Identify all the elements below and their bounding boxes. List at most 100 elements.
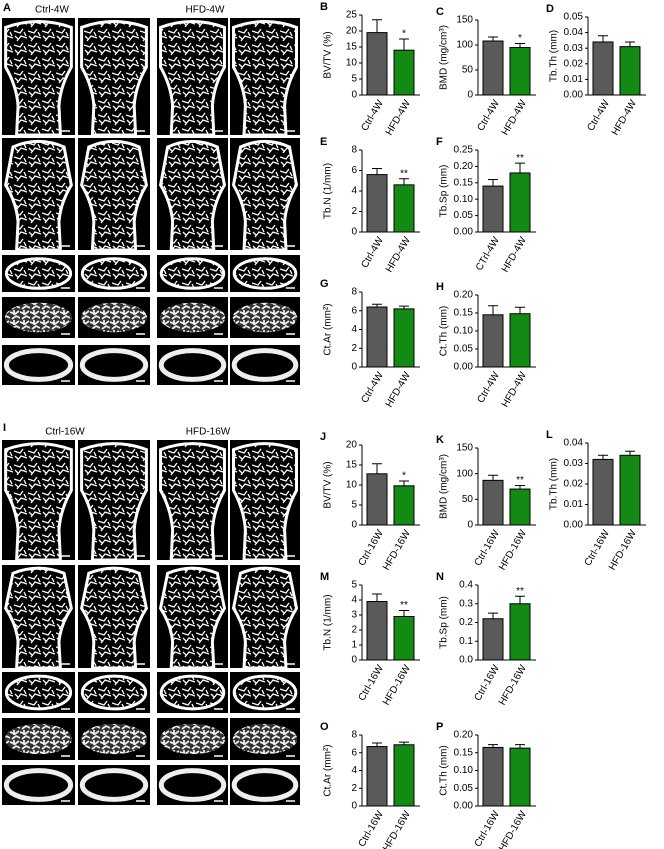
error-bar	[515, 162, 525, 173]
error-bar	[372, 463, 382, 474]
y-tick-label: 50	[462, 65, 474, 76]
y-tick-label: 0.20	[454, 161, 474, 172]
bone-outline	[159, 20, 226, 137]
bone-outline	[80, 139, 148, 252]
bar	[619, 454, 641, 526]
error-bar	[488, 474, 498, 481]
bar	[366, 746, 388, 807]
y-tick-label: 100	[456, 468, 473, 479]
bone-section	[80, 257, 148, 290]
bar	[366, 473, 388, 526]
y-tick-label: 0.2	[459, 617, 473, 628]
bar	[393, 485, 415, 526]
panel-label: D	[546, 3, 554, 15]
y-tick-label: 0.05	[454, 210, 474, 221]
error-bar	[515, 306, 525, 314]
bone-section	[159, 257, 226, 290]
error-bar	[488, 744, 498, 748]
significance: *	[518, 33, 522, 44]
error-bar	[598, 454, 608, 460]
bone-outline	[80, 442, 148, 562]
y-axis-label: BMD (mg/cm³)	[439, 454, 450, 519]
error-bar	[372, 19, 382, 33]
y-tick-label: 150	[456, 15, 473, 26]
y-tick-label: 4	[351, 186, 357, 197]
significance: **	[516, 586, 524, 597]
bar	[366, 174, 388, 233]
y-tick-label: 20	[346, 440, 358, 451]
error-bar	[598, 35, 608, 42]
y-tick-label: 4	[351, 765, 357, 776]
y-tick-label: 0.10	[454, 326, 474, 337]
y-axis-label: Tb.Sp (mm)	[439, 165, 450, 218]
bone-section	[4, 257, 73, 290]
bar	[619, 46, 641, 96]
x-tick-label: HFD-4W	[384, 370, 413, 410]
y-tick-label: 0.15	[454, 747, 474, 758]
y-tick-label: 0.05	[454, 344, 474, 355]
y-tick-label: 8	[351, 287, 357, 298]
y-tick-label: 2	[351, 625, 357, 636]
y-tick-label: 0	[467, 90, 473, 101]
bar	[393, 184, 415, 233]
group-label: HFD-4W	[186, 5, 225, 16]
panel-label: N	[436, 571, 444, 583]
y-tick-label: 50	[462, 494, 474, 505]
y-axis-label: Tb.Th (mm)	[549, 30, 560, 82]
y-axis-label: BV/TV (%)	[323, 461, 334, 508]
y-tick-label: 0.15	[454, 308, 474, 319]
error-bar	[515, 484, 525, 490]
y-tick-label: 4	[351, 324, 357, 335]
bone-outline	[4, 442, 73, 562]
bar	[366, 306, 388, 368]
x-tick-label: Ctrl-16W	[357, 528, 387, 568]
significance: **	[400, 168, 408, 179]
y-axis-label: Tb.N (1/mm)	[323, 594, 334, 650]
bar	[509, 172, 531, 233]
y-tick-label: 2	[351, 343, 357, 354]
y-axis-label: Ct.Th (mm)	[439, 745, 450, 796]
y-tick-label: 0.4	[459, 580, 473, 591]
y-tick-label: 0.01	[564, 74, 584, 85]
y-tick-label: 0	[467, 520, 473, 531]
panel-label: A	[3, 2, 11, 14]
y-tick-label: 0.01	[564, 499, 584, 510]
x-tick-label: HFD-4W	[500, 98, 529, 138]
y-tick-label: 20	[346, 26, 358, 37]
x-tick-label: Ctrl-16W	[473, 528, 503, 568]
significance: **	[516, 475, 524, 486]
group-label: Ctrl-4W	[35, 5, 69, 16]
y-tick-label: 0.05	[564, 12, 584, 23]
error-bar	[488, 179, 498, 187]
x-tick-label: Ctrl-16W	[583, 528, 613, 568]
y-tick-label: 1	[351, 640, 357, 651]
error-bar	[372, 303, 382, 307]
y-tick-label: 0.00	[454, 227, 474, 238]
x-tick-label: Ctrl-16W	[473, 663, 503, 703]
bar	[592, 41, 614, 96]
y-tick-label: 100	[456, 40, 473, 51]
y-axis-label: Tb.Sp (mm)	[439, 596, 450, 649]
y-tick-label: 2	[351, 783, 357, 794]
bar	[482, 746, 504, 807]
y-axis-label: Tb.N (1/mm)	[323, 163, 334, 219]
bar	[393, 308, 415, 368]
x-tick-label: HFD-4W	[384, 235, 413, 275]
y-tick-label: 0.10	[454, 194, 474, 205]
cortical-ring	[79, 768, 149, 802]
x-tick-label: Ctrl-16W	[357, 663, 387, 703]
bar	[482, 40, 504, 96]
y-tick-label: 0.03	[564, 458, 584, 469]
y-tick-label: 150	[456, 443, 473, 454]
bar	[393, 49, 415, 96]
bone-outline	[4, 566, 73, 670]
bone-section	[80, 674, 148, 711]
y-tick-label: 0	[351, 520, 357, 531]
panel-label: O	[320, 721, 329, 733]
y-axis-label: Ct.Th (mm)	[439, 306, 450, 357]
y-tick-label: 3	[351, 610, 357, 621]
x-tick-label: HFD-16W	[497, 809, 529, 849]
x-tick-label: HFD-4W	[384, 98, 413, 138]
bar	[509, 603, 531, 661]
panel-label: F	[436, 136, 443, 148]
